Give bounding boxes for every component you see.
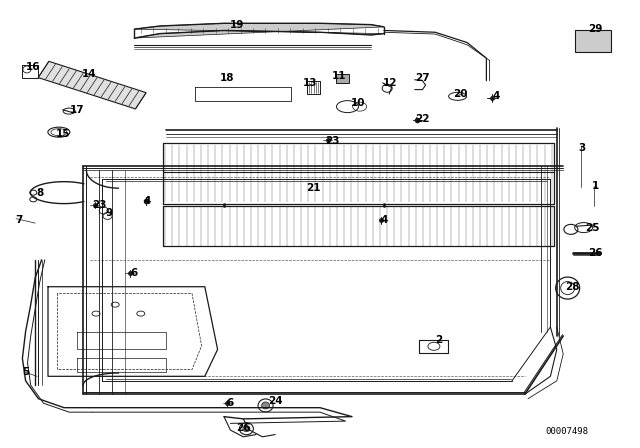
Text: 29: 29: [588, 24, 602, 34]
Text: 28: 28: [566, 282, 580, 292]
Text: 26: 26: [588, 248, 602, 258]
Text: 14: 14: [83, 69, 97, 79]
Text: 15: 15: [56, 129, 70, 138]
Text: 4: 4: [380, 215, 388, 224]
Text: 21: 21: [307, 183, 321, 193]
Ellipse shape: [262, 402, 269, 409]
Text: 9: 9: [105, 208, 113, 218]
Text: 11: 11: [332, 71, 346, 81]
Text: 7: 7: [15, 215, 23, 224]
Text: 19: 19: [230, 20, 244, 30]
Text: 27: 27: [415, 73, 429, 83]
Text: 23: 23: [92, 200, 106, 210]
Text: 17: 17: [70, 105, 84, 115]
Ellipse shape: [243, 426, 250, 432]
Text: 3: 3: [579, 143, 586, 153]
Ellipse shape: [23, 66, 31, 73]
Text: 22: 22: [415, 114, 429, 124]
Text: 25: 25: [585, 224, 599, 233]
Text: 16: 16: [26, 62, 40, 72]
Text: 8: 8: [36, 188, 44, 198]
Text: 4: 4: [143, 196, 151, 206]
FancyBboxPatch shape: [575, 30, 611, 52]
Text: 24: 24: [268, 396, 282, 406]
Text: 13: 13: [303, 78, 317, 88]
Text: 6: 6: [131, 268, 138, 278]
Text: 2: 2: [435, 336, 442, 345]
Text: 26: 26: [236, 423, 250, 433]
Polygon shape: [134, 23, 384, 38]
Text: 12: 12: [383, 78, 397, 88]
Text: 1: 1: [591, 181, 599, 191]
Text: 5: 5: [22, 367, 29, 377]
Text: 18: 18: [220, 73, 234, 83]
Text: 4: 4: [492, 91, 500, 101]
Text: 10: 10: [351, 98, 365, 108]
Text: 6: 6: [227, 398, 234, 408]
Text: 20: 20: [454, 89, 468, 99]
Polygon shape: [38, 61, 146, 109]
Text: 00007498: 00007498: [545, 427, 588, 436]
Text: 23: 23: [326, 136, 340, 146]
Polygon shape: [336, 74, 349, 83]
